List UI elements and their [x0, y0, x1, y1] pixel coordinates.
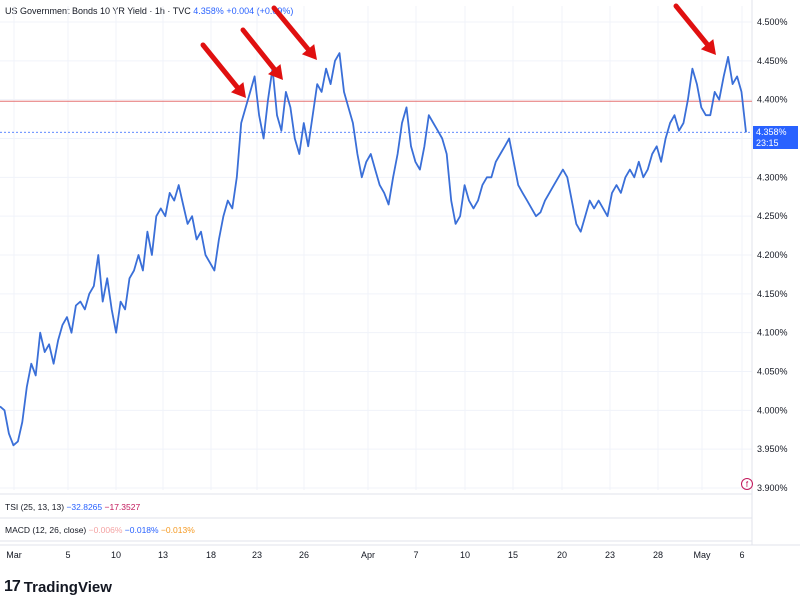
- x-axis-labels: Mar 5 10 13 18 23 26 Apr 7 10 15 20 23 28 May 6: [6, 550, 744, 560]
- y-tick-label: 4.150%: [757, 289, 788, 299]
- y-tick-label: 4.050%: [757, 367, 788, 377]
- last-price-tag-value: 4.358%: [756, 127, 787, 137]
- macd-label: MACD (12, 26, close): [5, 525, 87, 535]
- x-tick-label: 10: [111, 550, 121, 560]
- macd-legend[interactable]: MACD (12, 26, close) −0.006% −0.018% −0.…: [5, 525, 195, 535]
- macd-value-3: −0.013%: [160, 525, 195, 535]
- annotation-arrow: [240, 27, 283, 80]
- y-tick-label: 4.000%: [757, 405, 788, 415]
- x-tick-label: 5: [65, 550, 70, 560]
- x-tick-label: 23: [252, 550, 262, 560]
- y-axis-labels: 4.500%4.450%4.400%4.350%4.300%4.250%4.20…: [757, 17, 788, 493]
- yield-series: [0, 52, 747, 447]
- indicator-symbol-icon[interactable]: f: [741, 478, 753, 490]
- x-tick-label: 13: [158, 550, 168, 560]
- y-tick-label: 4.200%: [757, 250, 788, 260]
- last-price-tag-countdown: 23:15: [756, 138, 779, 148]
- x-tick-label: 28: [653, 550, 663, 560]
- y-tick-label: 4.500%: [757, 17, 788, 27]
- x-tick-label: Apr: [361, 550, 375, 560]
- y-tick-label: 4.450%: [757, 56, 788, 66]
- yield-line: [0, 52, 747, 447]
- logo-text: TradingView: [23, 578, 112, 596]
- last-value: 4.358%: [193, 6, 224, 16]
- tsi-value-2: −17.3527: [104, 502, 141, 512]
- tsi-value-1: −32.8265: [66, 502, 103, 512]
- x-tick-label: 23: [605, 550, 615, 560]
- x-tick-label: May: [693, 550, 711, 560]
- symbol-title: US Government Bonds 10 YR Yield · 1h · T…: [5, 6, 191, 16]
- change-value: +0.004: [226, 6, 255, 16]
- annotation-arrow: [271, 5, 317, 60]
- y-tick-label: 4.400%: [757, 95, 788, 105]
- tsi-legend[interactable]: TSI (25, 13, 13) −32.8265 −17.3527: [5, 502, 140, 512]
- arrows: [200, 3, 716, 98]
- logo-mark-icon: 17: [4, 578, 21, 595]
- macd-value-2: −0.018%: [124, 525, 159, 535]
- x-tick-label: 20: [557, 550, 567, 560]
- last-price-tag: 4.358% 23:15: [753, 126, 798, 149]
- x-tick-label: 10: [460, 550, 470, 560]
- x-tick-label: 7: [413, 550, 418, 560]
- x-tick-label: 6: [739, 550, 744, 560]
- y-tick-label: 4.300%: [757, 172, 788, 182]
- x-tick-label: 18: [206, 550, 216, 560]
- grid-lines: [0, 0, 800, 546]
- y-tick-label: 3.900%: [757, 483, 788, 493]
- annotation-arrow: [673, 3, 716, 55]
- annotation-arrow: [200, 42, 246, 98]
- x-tick-label: 15: [508, 550, 518, 560]
- tradingview-logo[interactable]: 17 TradingView: [4, 578, 112, 596]
- x-tick-label: 26: [299, 550, 309, 560]
- y-tick-label: 4.100%: [757, 328, 788, 338]
- y-tick-label: 4.250%: [757, 211, 788, 221]
- y-tick-label: 3.950%: [757, 444, 788, 454]
- x-tick-label: Mar: [6, 550, 22, 560]
- macd-value-1: −0.006%: [88, 525, 123, 535]
- tsi-label: TSI (25, 13, 13): [5, 502, 65, 512]
